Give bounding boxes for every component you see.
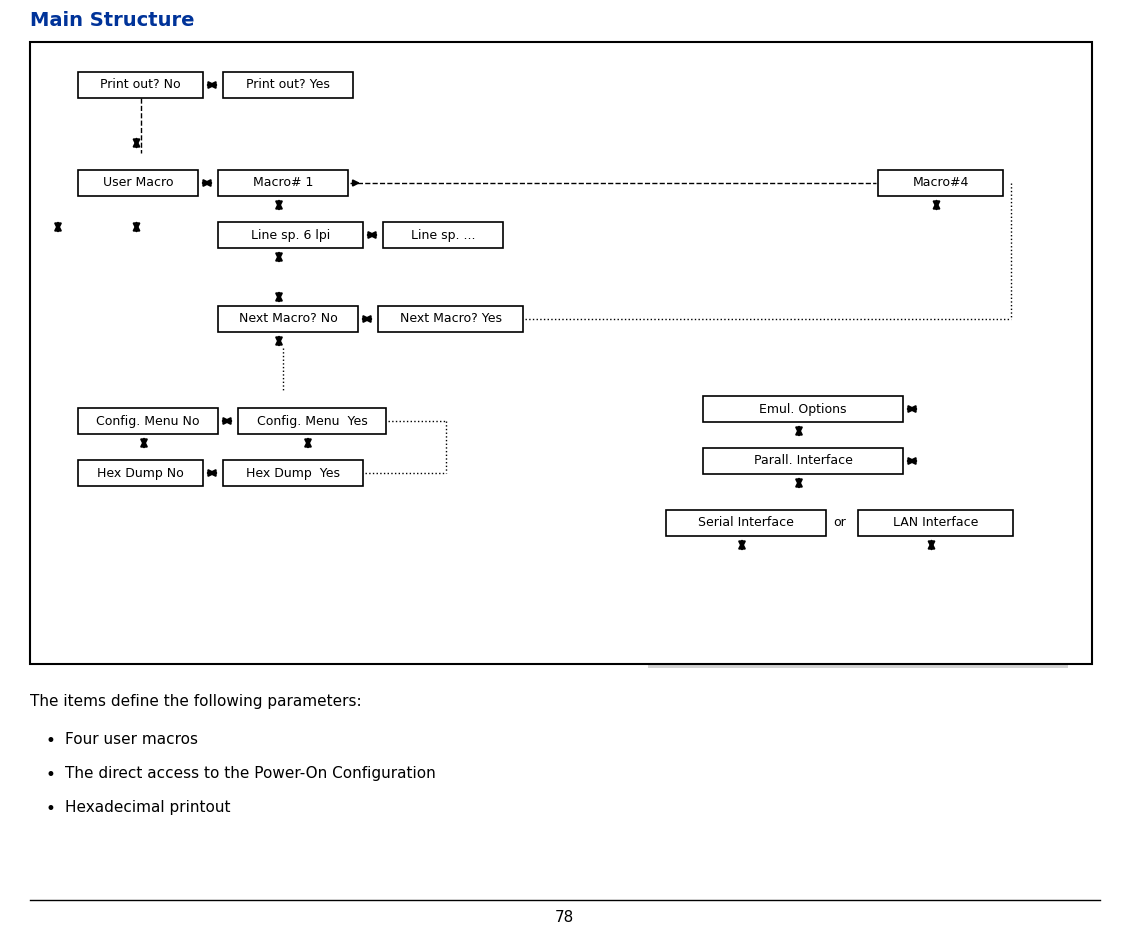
Bar bbox=[213, 152, 1013, 170]
Text: The direct access to the Power-On Configuration: The direct access to the Power-On Config… bbox=[65, 766, 435, 781]
Bar bbox=[703, 396, 904, 422]
Bar bbox=[49, 58, 226, 628]
Bar bbox=[30, 42, 1092, 664]
Text: Macro#4: Macro#4 bbox=[913, 177, 969, 190]
Text: Print out? Yes: Print out? Yes bbox=[246, 78, 329, 92]
Bar bbox=[223, 460, 363, 486]
Text: Emul. Options: Emul. Options bbox=[759, 403, 847, 416]
Text: •: • bbox=[45, 732, 55, 750]
Text: MACRO PARAMETER BLOCK: MACRO PARAMETER BLOCK bbox=[253, 268, 486, 284]
Text: or: or bbox=[834, 517, 846, 530]
Bar bbox=[238, 408, 386, 434]
Text: CONFIGURATION MENU BLOCK: CONFIGURATION MENU BLOCK bbox=[739, 643, 977, 657]
Text: User Macro: User Macro bbox=[103, 177, 174, 190]
Bar bbox=[213, 196, 643, 396]
Bar bbox=[858, 510, 1013, 536]
Text: ...: ... bbox=[226, 268, 243, 284]
Text: Parall. Interface: Parall. Interface bbox=[754, 455, 853, 468]
Text: Line sp. ...: Line sp. ... bbox=[411, 229, 475, 242]
Text: Hexadecimal printout: Hexadecimal printout bbox=[65, 800, 230, 815]
Text: Macro# 1: Macro# 1 bbox=[253, 177, 314, 190]
Bar bbox=[703, 448, 904, 474]
Bar bbox=[78, 170, 199, 196]
Text: 78: 78 bbox=[554, 911, 574, 926]
Text: Line sp. 6 lpi: Line sp. 6 lpi bbox=[250, 229, 331, 242]
Bar bbox=[378, 306, 523, 332]
Bar bbox=[78, 408, 218, 434]
Text: •: • bbox=[45, 766, 55, 784]
Bar bbox=[647, 378, 1068, 668]
Text: LAN Interface: LAN Interface bbox=[893, 517, 978, 530]
Text: The items define the following parameters:: The items define the following parameter… bbox=[30, 694, 362, 709]
Bar bbox=[878, 170, 1003, 196]
Bar bbox=[218, 170, 349, 196]
Bar bbox=[384, 222, 503, 248]
Bar bbox=[218, 222, 363, 248]
Text: Config. Menu  Yes: Config. Menu Yes bbox=[257, 415, 368, 428]
Bar bbox=[682, 492, 923, 508]
Bar bbox=[78, 72, 203, 98]
Text: Next Macro? No: Next Macro? No bbox=[239, 313, 337, 326]
Text: Hex Dump  Yes: Hex Dump Yes bbox=[246, 466, 340, 479]
Text: Config. Menu No: Config. Menu No bbox=[96, 415, 200, 428]
Bar bbox=[223, 72, 353, 98]
Text: •: • bbox=[45, 800, 55, 818]
Text: Hex Dump No: Hex Dump No bbox=[97, 466, 184, 479]
Text: Print out? No: Print out? No bbox=[100, 78, 180, 92]
Text: Serial Interface: Serial Interface bbox=[698, 517, 794, 530]
Bar bbox=[218, 306, 358, 332]
Text: Next Macro? Yes: Next Macro? Yes bbox=[399, 313, 502, 326]
Text: Main Structure: Main Structure bbox=[30, 10, 194, 30]
Bar bbox=[666, 510, 826, 536]
Bar bbox=[78, 460, 203, 486]
Text: Four user macros: Four user macros bbox=[65, 732, 199, 747]
